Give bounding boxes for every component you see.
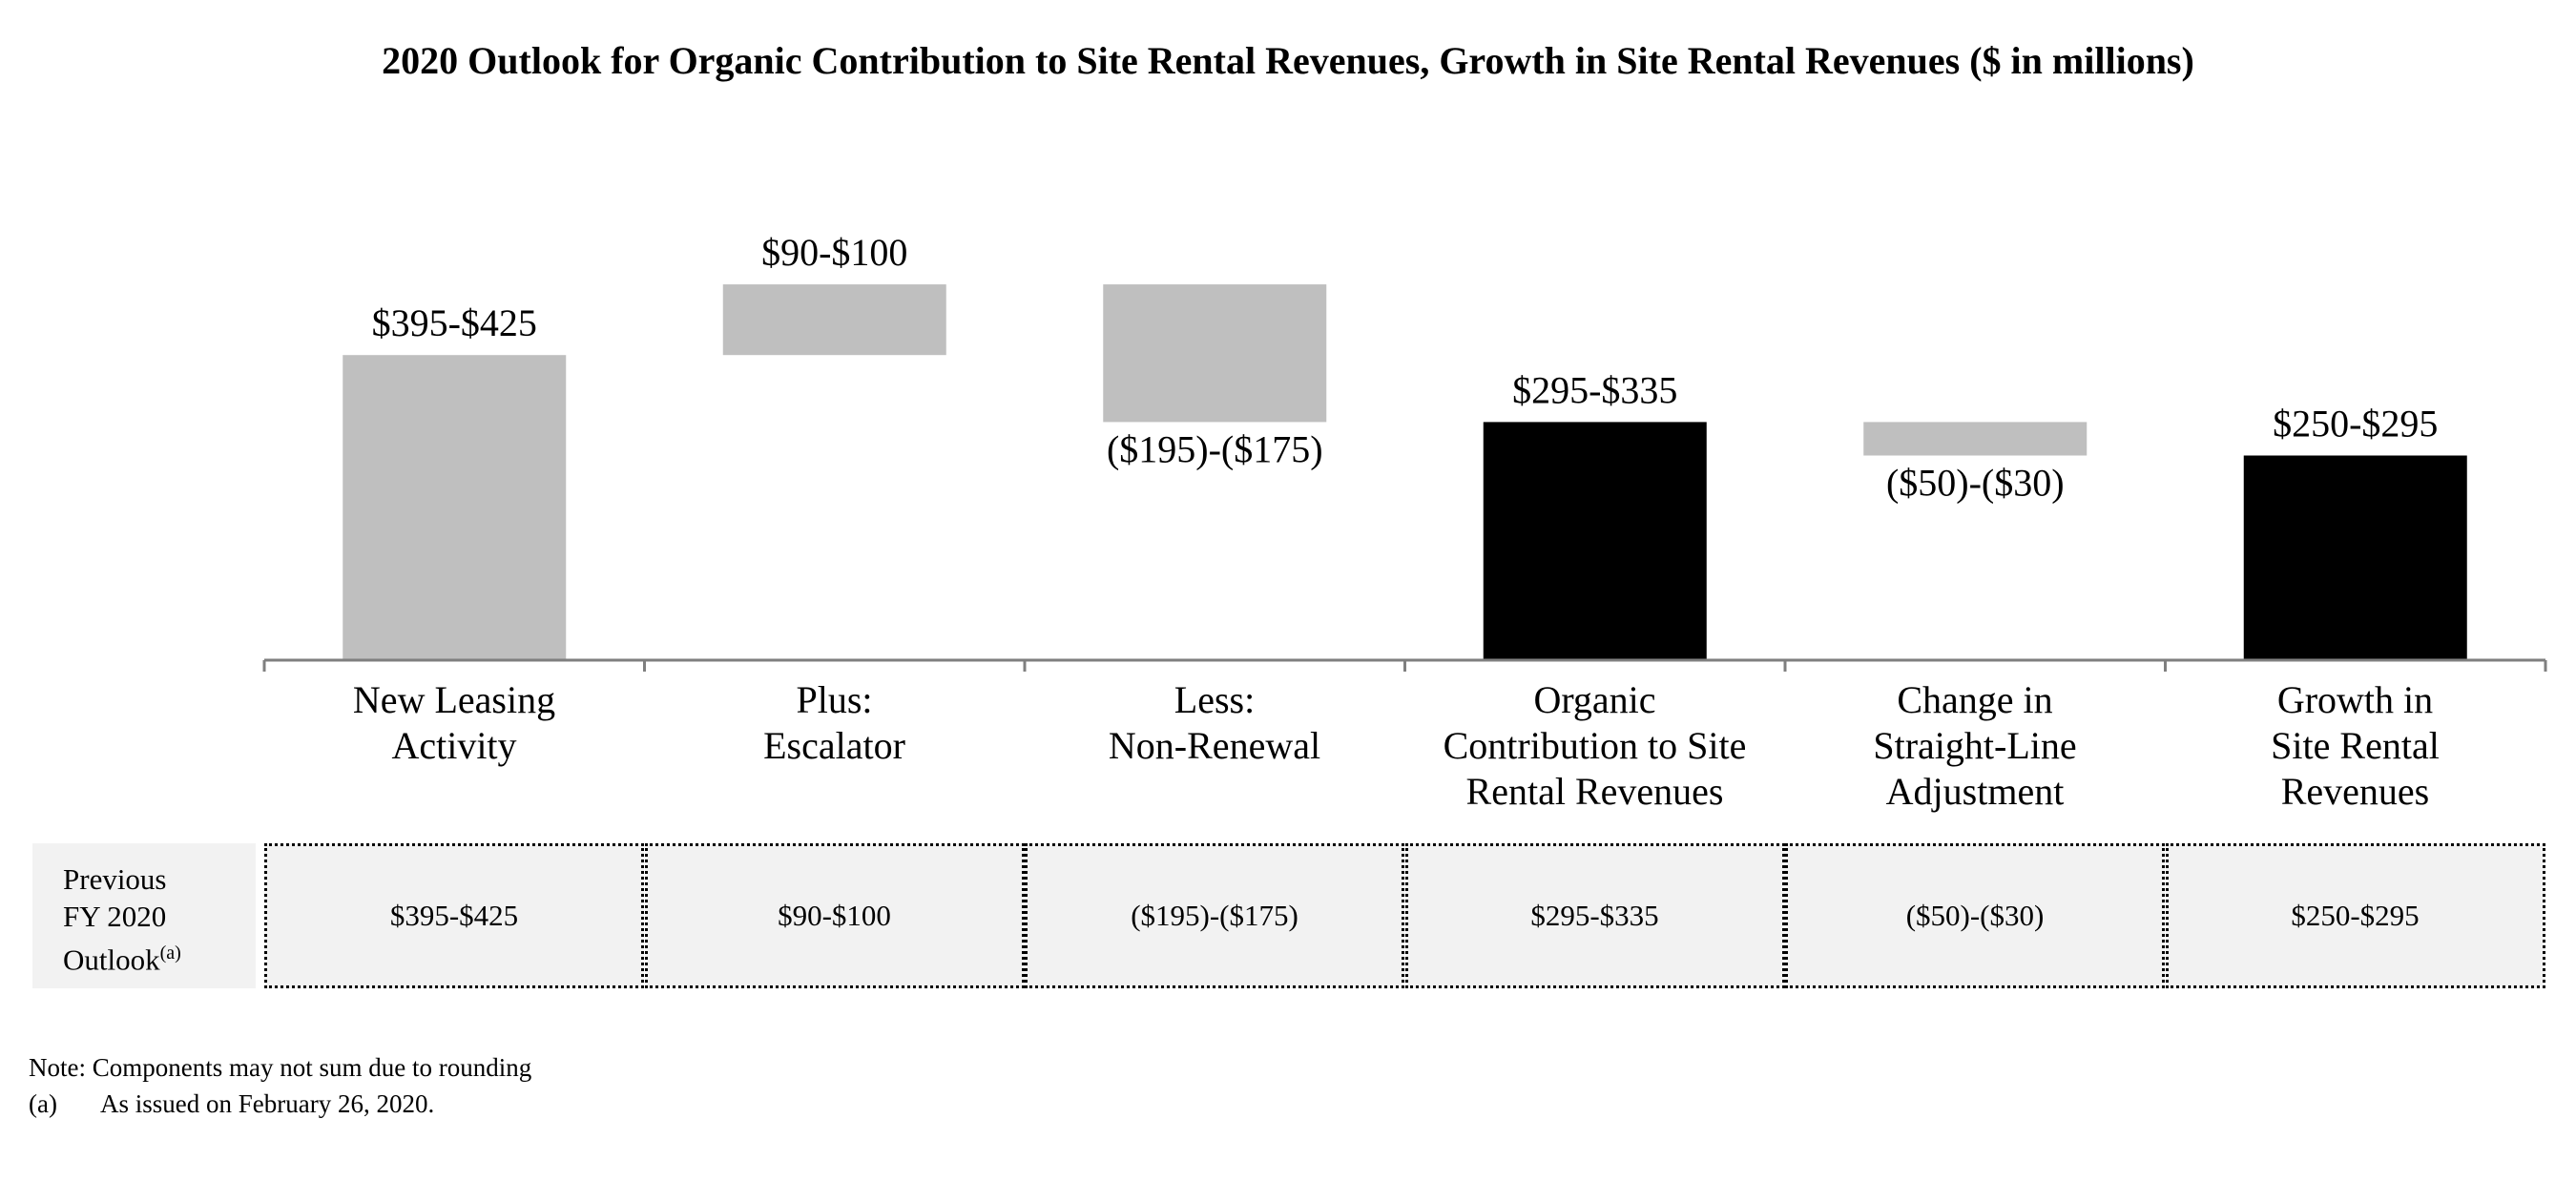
rounding-note: Note: Components may not sum due to roun… (29, 1053, 532, 1082)
category-label-5: Change in Straight-Line Adjustment (1873, 678, 2077, 813)
bar-3 (1103, 284, 1327, 423)
bar-5 (1863, 422, 2088, 456)
data-label-2: $90-$100 (761, 231, 907, 274)
prev-header-line-2: FY 2020 (63, 900, 167, 933)
footnotes: Note: Components may not sum due to roun… (29, 1049, 531, 1122)
footnote-a: (a) As issued on February 26, 2020. (29, 1086, 531, 1122)
data-label-3: ($195)-($175) (1107, 427, 1323, 470)
data-label-5: ($50)-($30) (1886, 462, 2065, 505)
footnote-a-text: As issued on February 26, 2020. (100, 1089, 435, 1118)
category-label-3: Less: Non-Renewal (1108, 678, 1321, 767)
chart-title: 2020 Outlook for Organic Contribution to… (382, 39, 2194, 82)
bar-6 (2243, 455, 2467, 660)
previous-outlook-cell-1: $395-$425 (264, 843, 644, 988)
prev-header-line-3: Outlook(a) (63, 943, 181, 977)
previous-outlook-cell-5: ($50)-($30) (1785, 843, 2165, 988)
data-label-1: $395-$425 (372, 301, 537, 344)
previous-outlook-header: Previous FY 2020 Outlook(a) (32, 843, 256, 988)
footnote-a-mark: (a) (29, 1089, 57, 1118)
data-label-4: $295-$335 (1512, 368, 1677, 411)
previous-outlook-table: Previous FY 2020 Outlook(a) $395-$425 $90… (32, 843, 2545, 988)
waterfall-chart: $395-$425 $90-$100 ($195)-($175) $295-$335 (… (262, 231, 2547, 672)
previous-outlook-cell-2: $90-$100 (644, 843, 1025, 988)
previous-outlook-cell-3: ($195)-($175) (1025, 843, 1404, 988)
bar-1 (343, 355, 567, 660)
category-label-1: New Leasing Activity (352, 678, 556, 767)
data-label-6: $250-$295 (2273, 403, 2438, 446)
bar-2 (722, 284, 946, 356)
category-label-4: Organic Contribution to Site Rental Reve… (1443, 678, 1747, 813)
bar-4 (1483, 422, 1707, 660)
category-label-6: Growth in Site Rental Revenues (2271, 678, 2440, 813)
previous-outlook-cell-4: $295-$335 (1404, 843, 1785, 988)
previous-outlook-cell-6: $250-$295 (2165, 843, 2545, 988)
prev-header-line-1: Previous (63, 862, 167, 896)
footnote-mark: (a) (159, 943, 181, 964)
category-label-2: Plus: Escalator (763, 678, 905, 767)
